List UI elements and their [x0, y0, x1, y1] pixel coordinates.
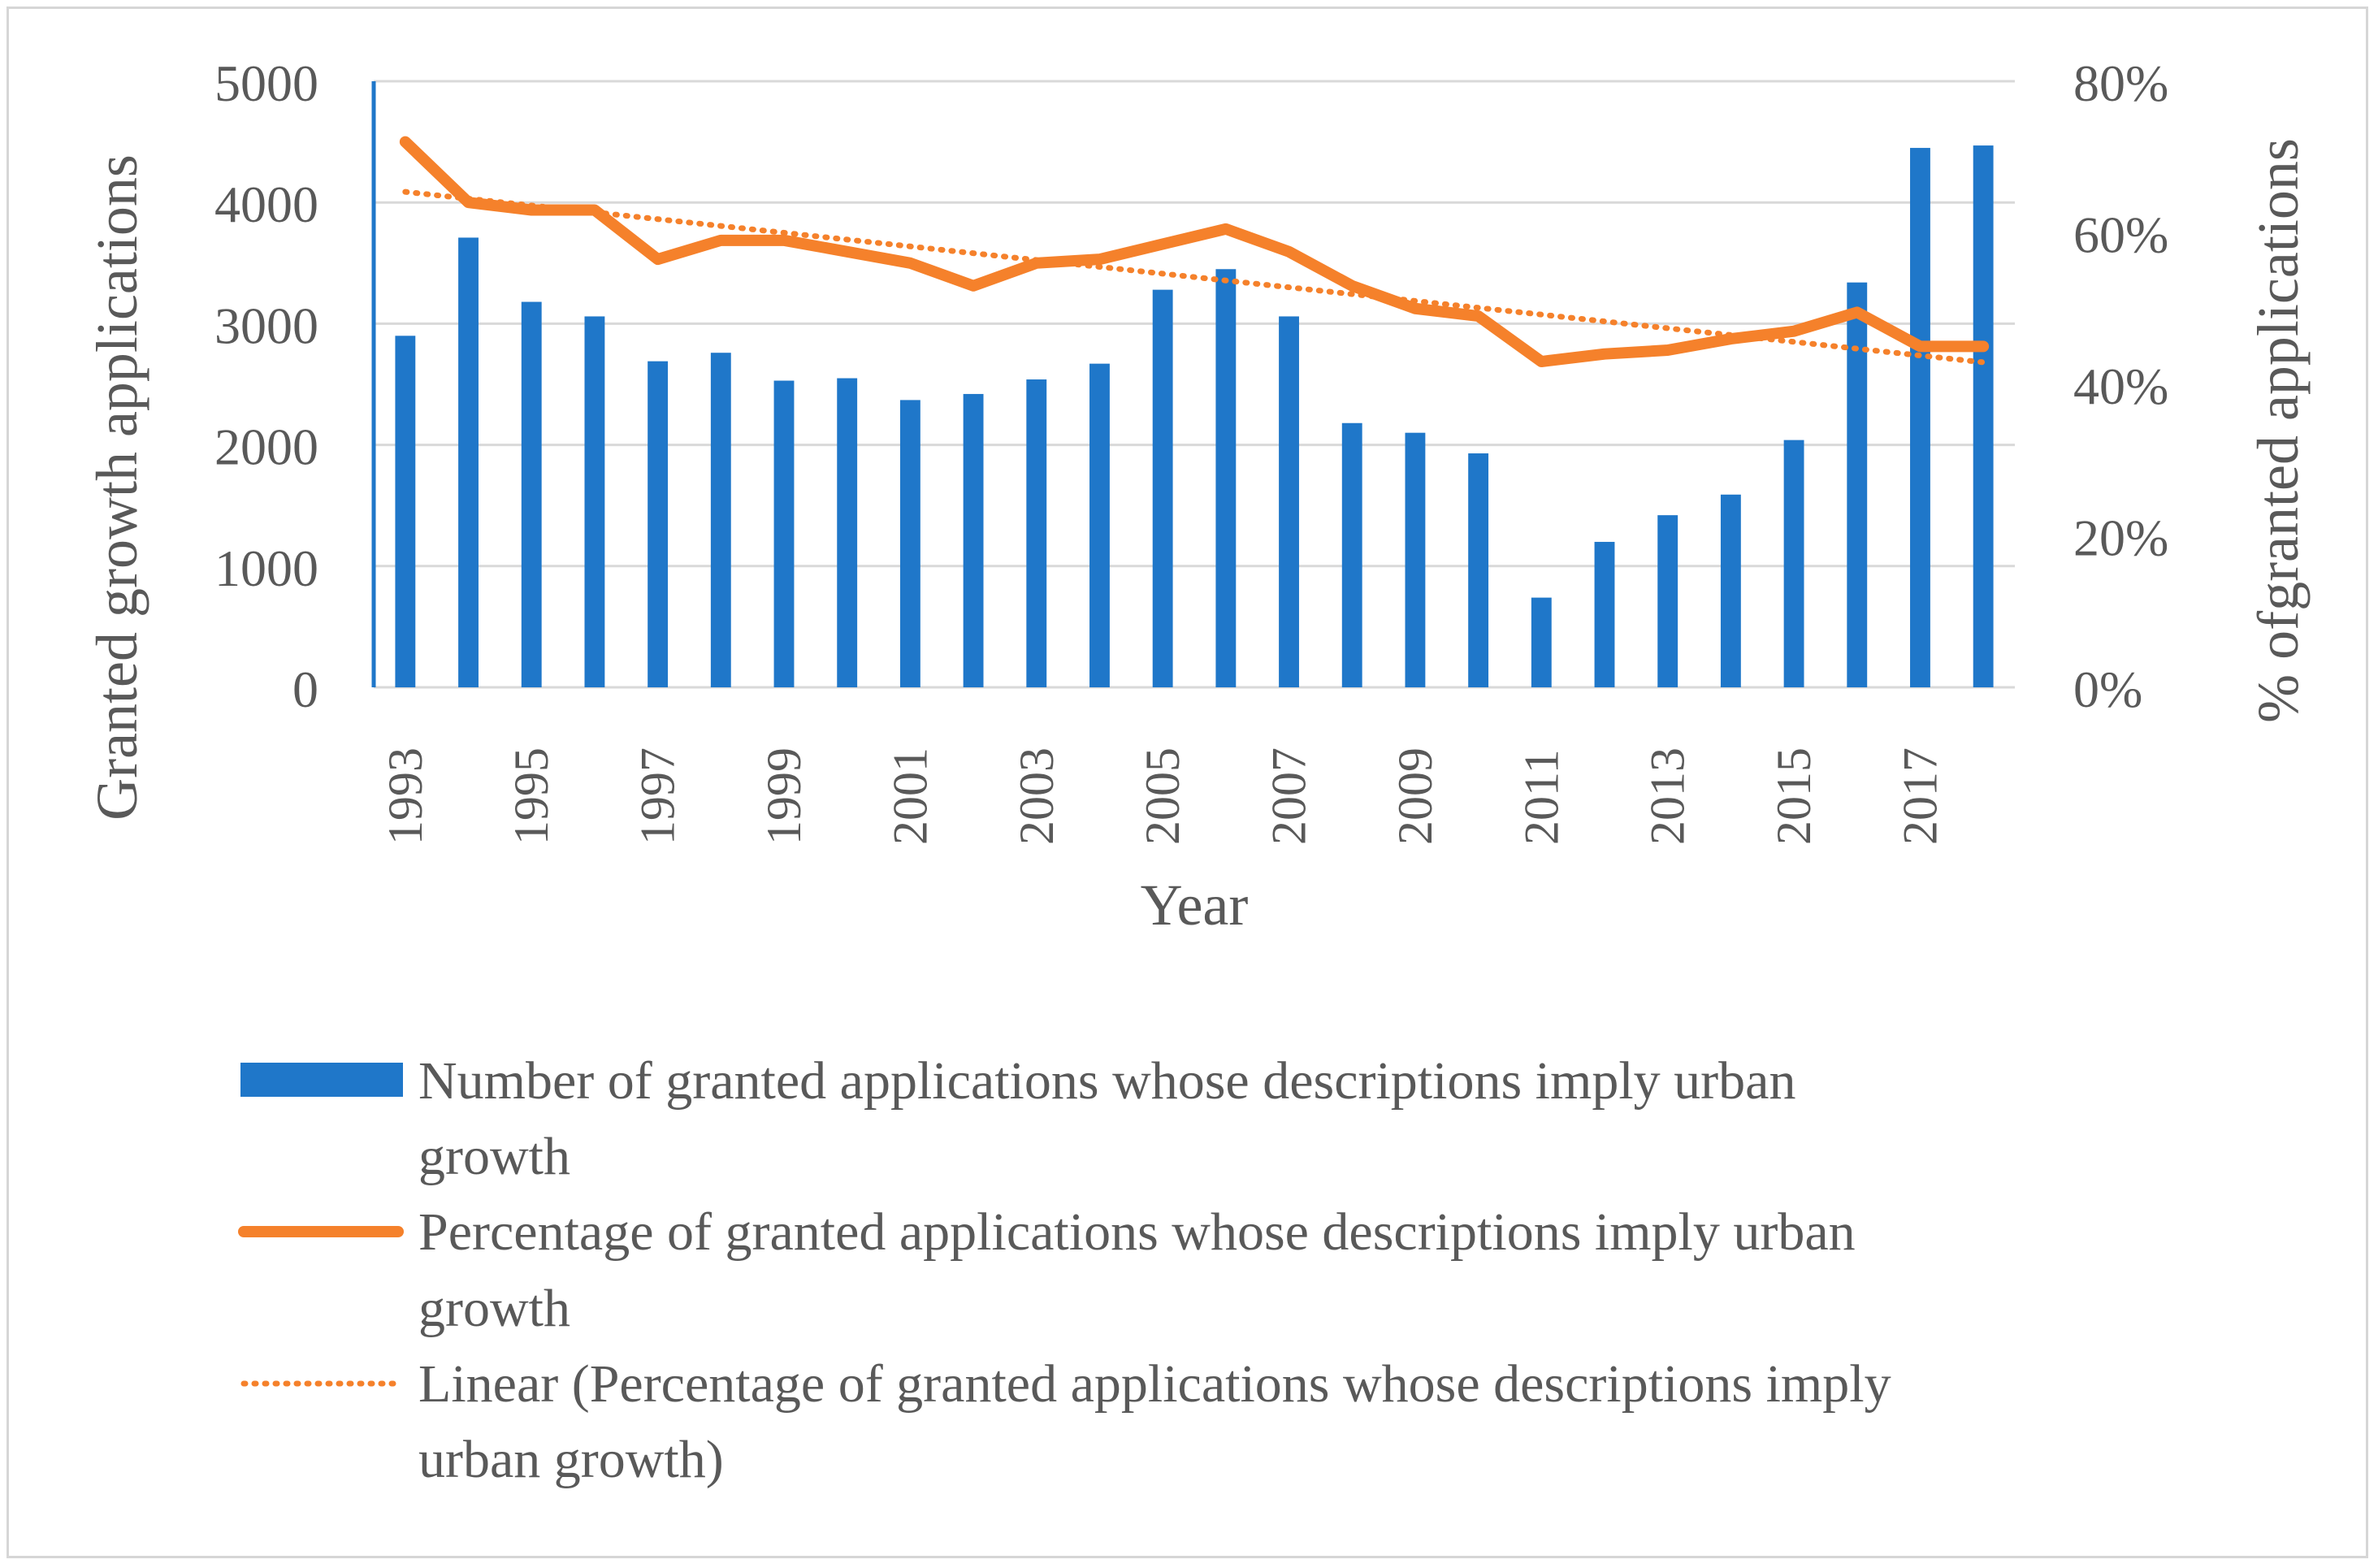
- y2-axis-title: % ofgranted applications: [2246, 138, 2311, 723]
- y-tick-label: 1000: [214, 539, 318, 597]
- bar-1994: [458, 237, 479, 687]
- line-point-2003: [1035, 262, 1037, 264]
- y2-tick-label: 80%: [2073, 54, 2168, 112]
- line-point-2012: [1604, 353, 1605, 355]
- bar-2012: [1594, 541, 1615, 687]
- line-series: [399, 136, 1990, 368]
- line-point-2017: [1919, 345, 1921, 348]
- line-point-2007: [1288, 250, 1290, 253]
- bar-2014: [1720, 494, 1741, 687]
- x-tick-label: 1997: [631, 747, 685, 845]
- bar-1998: [710, 353, 731, 687]
- x-tick-label: 2011: [1514, 749, 1568, 845]
- bar-2007: [1279, 316, 1299, 687]
- y-tick-label: 3000: [214, 297, 318, 354]
- line-point-2005: [1162, 243, 1164, 245]
- legend-swatch-bar: [240, 1063, 403, 1097]
- x-tick-label: 2003: [1010, 747, 1063, 845]
- y-tick-label: 0: [292, 661, 318, 718]
- x-tick-label: 2005: [1136, 747, 1189, 845]
- line-point-2014: [1730, 338, 1732, 340]
- line-point-1994: [467, 201, 470, 204]
- line-point-2011: [1540, 361, 1543, 363]
- legend-label-line-line2: growth: [418, 1279, 570, 1338]
- trendline: [402, 188, 1986, 366]
- percentage-line: [399, 136, 1990, 368]
- line-point-2002: [972, 284, 975, 287]
- line-point-1996: [593, 209, 596, 211]
- bar-2011: [1531, 597, 1552, 687]
- legend-label-line-line1: Percentage of granted applications whose…: [418, 1202, 1856, 1262]
- legend-label-trend-line2: urban growth): [418, 1430, 724, 1489]
- bar-2010: [1468, 453, 1489, 687]
- line-point-2018: [1982, 345, 1985, 348]
- x-tick-label: 2015: [1767, 747, 1821, 845]
- line-point-1997: [656, 258, 659, 261]
- y-tick-label: 2000: [214, 418, 318, 476]
- bar-2002: [963, 393, 984, 687]
- bar-2015: [1783, 440, 1804, 687]
- x-tick-label: 2001: [883, 747, 937, 845]
- bar-2006: [1215, 269, 1237, 687]
- x-axis-title: Year: [1141, 873, 1249, 938]
- bar-2018: [1973, 145, 1994, 688]
- legend-label-trend-line1: Linear (Percentage of granted applicatio…: [418, 1354, 1891, 1414]
- bar-2017: [1910, 148, 1930, 687]
- bar-1997: [648, 361, 669, 687]
- line-point-1998: [720, 239, 722, 241]
- legend-label-bar-line2: growth: [418, 1127, 570, 1186]
- bar-2000: [837, 378, 858, 687]
- bar-2004: [1089, 363, 1110, 687]
- line-point-2016: [1856, 311, 1858, 314]
- line-point-2013: [1666, 349, 1669, 352]
- right-axis-ticks: 0% 20% 40% 60% 80%: [2073, 54, 2168, 718]
- bar-2003: [1026, 379, 1047, 687]
- bar-2013: [1657, 515, 1678, 687]
- legend: Number of granted applications whose des…: [238, 1051, 1891, 1489]
- y-tick-label: 4000: [214, 175, 318, 233]
- bar-2016: [1847, 282, 1868, 687]
- y-axis-title: Granted growth applications: [84, 154, 149, 821]
- y-tick-label: 5000: [214, 54, 318, 112]
- y2-tick-label: 20%: [2073, 509, 2168, 567]
- x-tick-label: 2013: [1641, 747, 1695, 845]
- line-point-2009: [1414, 307, 1416, 310]
- bar-1995: [521, 301, 542, 687]
- line-point-2015: [1793, 330, 1795, 332]
- x-tick-label: 2017: [1893, 747, 1947, 845]
- y2-tick-label: 60%: [2073, 206, 2168, 264]
- line-point-2010: [1477, 315, 1479, 318]
- line-point-1993: [404, 141, 406, 143]
- bar-2005: [1152, 289, 1173, 687]
- line-point-2004: [1098, 258, 1101, 261]
- x-tick-label: 2007: [1263, 747, 1316, 845]
- left-axis-ticks: 0 1000 2000 3000 4000 5000: [214, 54, 318, 718]
- legend-label-bar-line1: Number of granted applications whose des…: [418, 1051, 1795, 1111]
- bar-series: [395, 145, 1994, 688]
- y2-tick-label: 40%: [2073, 357, 2168, 415]
- x-tick-label: 1995: [505, 747, 558, 845]
- x-tick-label: 1999: [757, 747, 811, 845]
- line-point-1999: [783, 239, 785, 241]
- x-tick-label: 1993: [379, 747, 432, 845]
- y2-tick-label: 0%: [2073, 661, 2142, 718]
- bar-2009: [1405, 432, 1426, 687]
- line-point-2001: [909, 262, 912, 264]
- line-point-1995: [531, 209, 533, 211]
- bar-1996: [584, 316, 605, 687]
- bar-2001: [899, 400, 920, 687]
- line-point-2008: [1351, 284, 1354, 287]
- gridlines: [374, 80, 2015, 689]
- bar-1993: [395, 336, 416, 687]
- bar-1999: [773, 380, 795, 687]
- line-point-2000: [846, 250, 848, 253]
- line-point-2006: [1224, 227, 1227, 230]
- x-tick-label: 2009: [1388, 747, 1442, 845]
- trendline-series: [402, 188, 1986, 366]
- bar-2008: [1341, 422, 1362, 687]
- x-axis-ticks: 1993 1995 1997 1999 2001 2003 2005 2007 2009 2011…: [379, 747, 1947, 845]
